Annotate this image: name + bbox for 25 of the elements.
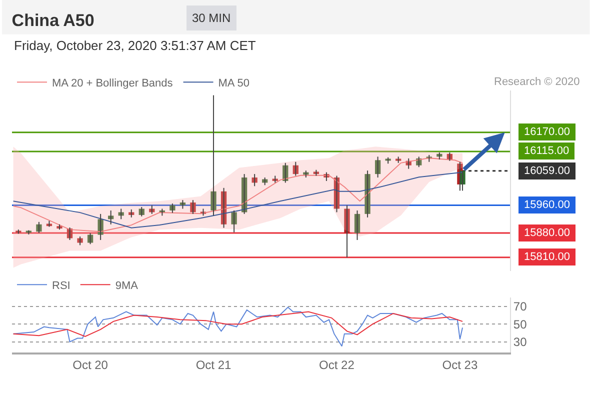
y-tick-label: 50 [513,317,528,332]
ref-line-label: 16170.00 [521,126,573,138]
x-tick-label: Oct 23 [442,358,478,372]
legend-label: MA 50 [218,77,250,90]
y-tick-label: 30 [513,334,528,349]
chart-subtitle: Friday, October 23, 2020 3:51:37 AM CET [14,38,256,53]
y-tick-label: 70 [513,300,528,314]
x-tick-label: Oct 21 [196,358,232,372]
chart-title: China A50 [12,10,94,30]
line-series [12,306,464,347]
ref-line-label: 15960.00 [521,199,573,211]
legend-label: RSI [52,280,70,292]
legend-label: MA 20 + Bollinger Bands [52,77,174,90]
candlestick [77,236,83,246]
ref-line-label: 16059.00 [521,165,573,177]
text: 30 MIN [192,11,231,25]
text: Research © 2020 [494,76,580,88]
x-tick-label: Oct 20 [72,358,108,372]
legend-label: 9MA [115,280,139,292]
ref-line-label: 16115.00 [521,145,572,157]
x-tick-label: Oct 22 [319,358,355,372]
ref-line-label: 15810.00 [521,251,573,263]
candlestick [396,156,402,164]
line-series [12,311,464,337]
ref-line-label: 15880.00 [521,227,573,239]
